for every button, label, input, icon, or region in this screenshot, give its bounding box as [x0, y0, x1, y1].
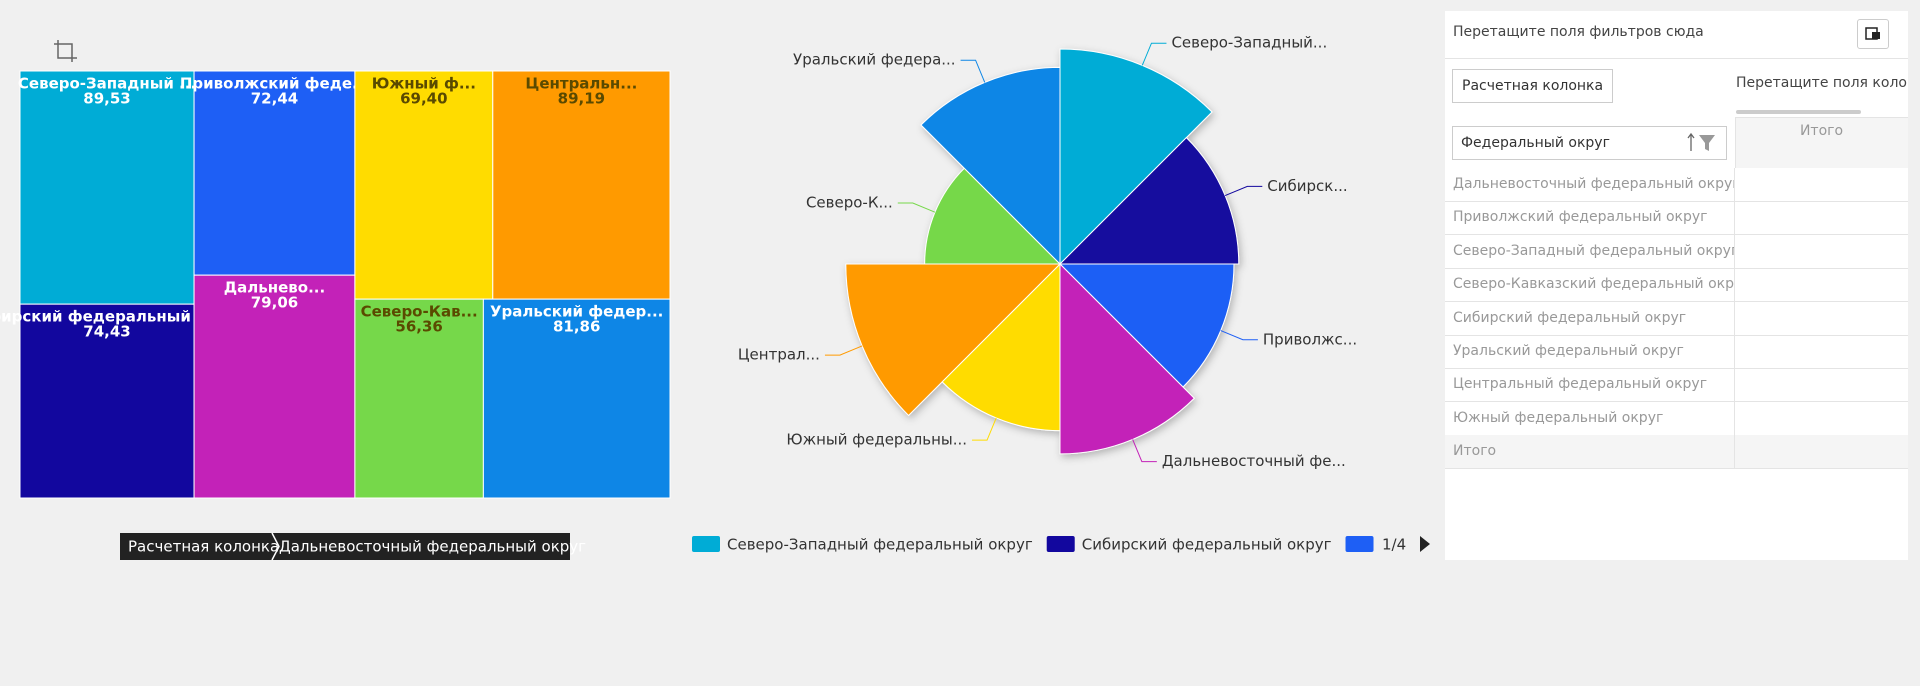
treemap-cell[interactable] [354, 70, 494, 300]
legend: 1/4 Северо-Западный федеральный округ Сиб… [692, 536, 1430, 554]
charts: Северо-Западный ...89,53 Сибирский федера… [0, 34, 1430, 561]
row-label: Приволжский федеральный округ [1445, 201, 1735, 236]
cell-label: Центральн... [525, 75, 637, 93]
crop-glyph [54, 40, 77, 62]
treemap-cell[interactable] [354, 298, 484, 499]
total-header: Итого [1799, 123, 1844, 139]
leader-line [1220, 330, 1258, 341]
total-header-cell [1735, 117, 1908, 168]
scrollbar[interactable] [1736, 110, 1861, 114]
value-cell [1735, 235, 1908, 269]
breadcrumb: Расчетная колонка Дальневосточный федера… [120, 532, 586, 561]
slice-label: Приволжс... [1263, 330, 1357, 348]
leader-line [972, 417, 997, 441]
cell-label: Дальнево... [224, 279, 325, 297]
legend-swatch[interactable] [1046, 536, 1075, 552]
slice-label: Централ... [738, 346, 820, 364]
field-list-icon [1865, 27, 1880, 40]
rose-slice[interactable] [941, 262, 1061, 432]
value-cell [1735, 302, 1908, 336]
treemap-cell[interactable] [19, 70, 195, 305]
pie-chart [845, 48, 1240, 455]
cell-label: Сибирский федеральный округ [0, 308, 245, 326]
breadcrumb-item[interactable]: Расчетная колонка [128, 538, 279, 556]
legend-label[interactable]: Северо-Западный федеральный округ [727, 536, 1033, 554]
row-label: Уральский федеральный округ [1445, 335, 1735, 369]
value-cell [1735, 435, 1908, 470]
row-label: Центральный федеральный округ [1445, 368, 1735, 403]
row-label: Сибирский федеральный округ [1445, 301, 1735, 336]
breadcrumb-bg [120, 533, 570, 560]
leader-line [1224, 185, 1263, 197]
column-field-chip[interactable]: Расчетная колонка [1452, 69, 1614, 103]
leader-line [897, 202, 936, 213]
value-cell [1735, 168, 1908, 202]
legend-next[interactable] [1420, 536, 1430, 552]
treemap-cell[interactable] [19, 303, 195, 499]
rose-slice[interactable] [1058, 263, 1235, 388]
cell-value: 72,44 [251, 90, 298, 108]
cell-value: 81,86 [553, 318, 600, 336]
total-row-label: Итого [1445, 435, 1735, 470]
pie-labels: Северо-Западный... Сибирск... Приволжс... Д… [738, 34, 1357, 470]
treemap: Северо-Западный ...89,53 Сибирский федера… [0, 70, 671, 499]
column-placeholder: Перетащите поля колонок сюда [1736, 75, 1908, 91]
value-cell [1735, 402, 1908, 436]
cell-value: 56,36 [395, 318, 442, 336]
breadcrumb-item[interactable]: Дальневосточный федеральный округ [279, 538, 586, 556]
treemap-cell[interactable] [492, 70, 671, 300]
legend-swatch[interactable] [1345, 536, 1374, 552]
row-label: Дальневосточный федеральный округ [1445, 168, 1735, 202]
crop-icon[interactable] [54, 40, 77, 62]
leader-line [1141, 42, 1167, 66]
cell-value: 69,40 [400, 90, 447, 108]
cell-label: Южный ф... [372, 75, 476, 93]
treemap-cell[interactable] [482, 298, 671, 499]
leader-line [824, 345, 863, 356]
rose-slice[interactable] [1058, 136, 1240, 265]
filter-zone[interactable] [1445, 11, 1908, 59]
legend-label[interactable]: Сибирский федеральный округ [1082, 536, 1332, 554]
treemap-cell[interactable] [193, 70, 356, 276]
leader-line [960, 59, 986, 83]
slice-label: Дальневосточный фе... [1162, 452, 1346, 470]
cell-label: Приволжский феде... [180, 75, 369, 93]
legend-swatch[interactable] [692, 536, 720, 552]
cell-value: 89,53 [83, 90, 130, 108]
cell-label: Северо-Западный ... [18, 75, 196, 93]
breadcrumb-sep [271, 532, 280, 561]
row-label: Северо-Кавказский федеральный округ [1445, 268, 1735, 303]
value-cell [1735, 201, 1908, 236]
cell-value: 74,43 [83, 323, 130, 341]
leader-line [1132, 439, 1157, 463]
pivot-table: Перетащите поля фильтров сюда Расчетная … [1445, 11, 1908, 560]
slice-label: Северо-Западный... [1171, 34, 1327, 52]
row-field-chip[interactable]: Федеральный округ [1452, 126, 1727, 160]
sort-filter-icon[interactable] [1683, 131, 1723, 155]
field-list-button[interactable] [1857, 19, 1889, 49]
slice-label: Южный федеральны... [786, 431, 967, 449]
value-cell [1735, 268, 1908, 303]
value-cell [1735, 368, 1908, 403]
rose-slice[interactable] [1059, 262, 1195, 455]
treemap-cell[interactable] [193, 274, 356, 499]
filter-placeholder: Перетащите поля фильтров сюда [1453, 24, 1704, 40]
cell-label: Северо-Кав... [361, 303, 478, 321]
cell-value: 89,19 [558, 90, 605, 108]
value-cell [1735, 335, 1908, 369]
slice-label: Северо-К... [806, 194, 893, 212]
legend-page: 1/4 [1382, 536, 1406, 554]
row-label: Северо-Западный федеральный округ [1445, 234, 1735, 269]
cell-value: 79,06 [251, 294, 298, 312]
slice-label: Уральский федера... [793, 51, 956, 69]
slice-label: Сибирск... [1267, 177, 1347, 195]
row-label: Южный федеральный округ [1445, 401, 1735, 436]
cell-label: Уральский федер... [490, 303, 663, 321]
rose-slice[interactable] [924, 167, 1062, 265]
